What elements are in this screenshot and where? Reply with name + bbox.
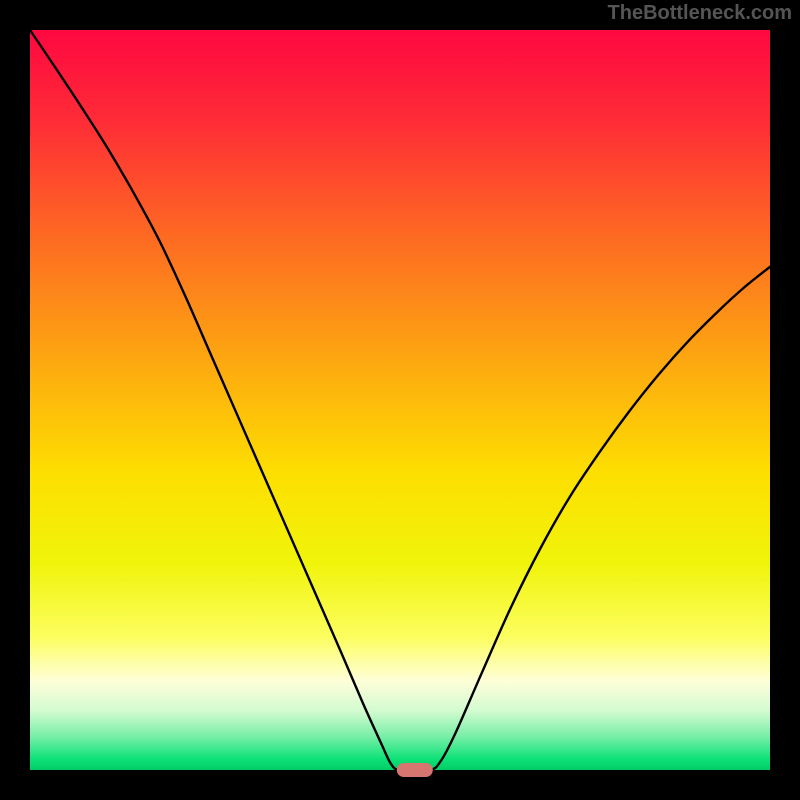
optimal-marker (397, 763, 433, 777)
watermark-text: TheBottleneck.com (608, 2, 792, 25)
chart-background (30, 30, 770, 770)
bottleneck-chart (0, 0, 800, 800)
chart-frame: TheBottleneck.com (0, 0, 800, 800)
